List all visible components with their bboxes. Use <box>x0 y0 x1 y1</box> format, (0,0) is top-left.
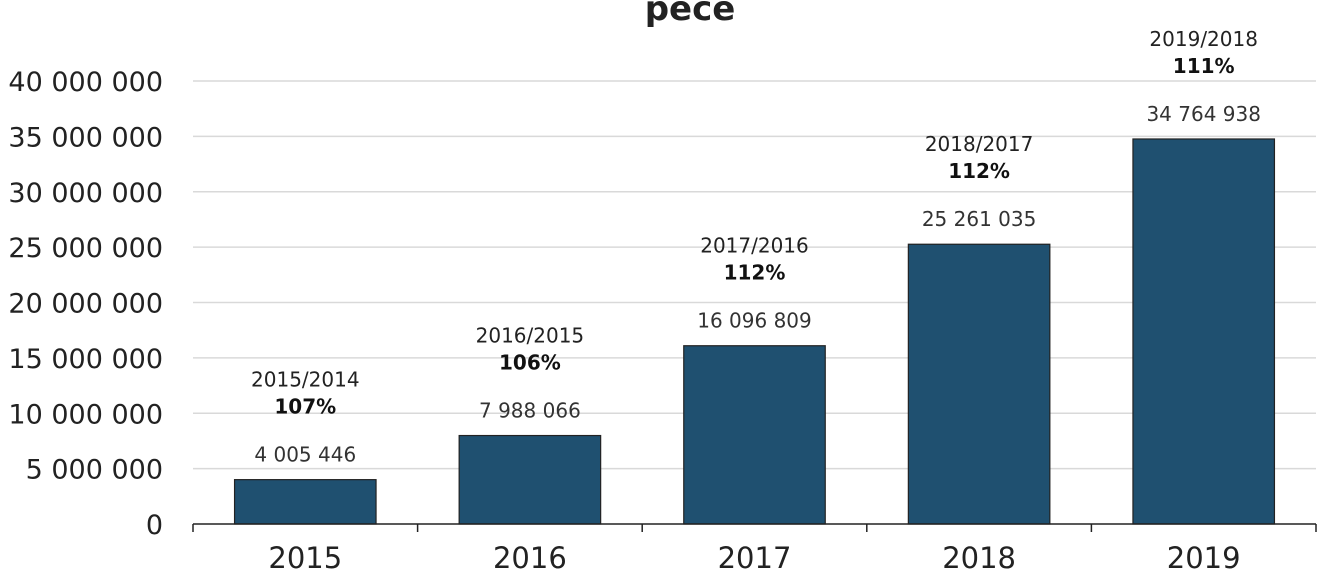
growth-period-label: 2018/2017 <box>925 132 1034 156</box>
data-labels: 4 005 446 2015/2014 107% 7 988 066 2016/2015… <box>251 27 1261 467</box>
growth-percent-label: 106% <box>499 351 561 375</box>
y-tick-label: 35 000 000 <box>8 122 163 153</box>
y-tick-label: 30 000 000 <box>8 178 163 209</box>
growth-percent-label: 111% <box>1173 54 1235 78</box>
y-tick-label: 5 000 000 <box>26 455 163 486</box>
growth-period-label: 2015/2014 <box>251 368 360 392</box>
x-tick-label: 2019 <box>1167 541 1241 575</box>
value-label: 25 261 035 <box>922 207 1037 231</box>
growth-period-label: 2017/2016 <box>700 234 809 258</box>
bars <box>233 138 1276 525</box>
y-tick-label: 40 000 000 <box>8 67 163 98</box>
bar <box>683 345 826 525</box>
value-label: 4 005 446 <box>254 443 356 467</box>
chart-title: pece <box>645 0 736 29</box>
y-tick-label: 15 000 000 <box>8 344 163 375</box>
value-label: 34 764 938 <box>1146 102 1261 126</box>
value-label: 16 096 809 <box>697 309 812 333</box>
y-tick-label: 0 <box>146 510 163 541</box>
growth-period-label: 2019/2018 <box>1149 27 1258 51</box>
axes: 0 5 000 000 10 000 000 15 000 000 20 000 000… <box>8 67 1317 575</box>
bar <box>1132 138 1276 525</box>
x-tick-label: 2017 <box>718 541 792 575</box>
y-tick-label: 20 000 000 <box>8 289 163 320</box>
growth-period-label: 2016/2015 <box>476 324 585 348</box>
growth-percent-label: 107% <box>274 395 336 419</box>
bar <box>458 434 602 525</box>
y-tick-label: 25 000 000 <box>8 233 163 264</box>
y-tick-label: 10 000 000 <box>8 399 163 430</box>
value-label: 7 988 066 <box>479 399 581 423</box>
bar <box>907 243 1051 525</box>
x-tick-label: 2015 <box>268 541 342 575</box>
bar <box>233 479 377 525</box>
x-tick-label: 2018 <box>942 541 1016 575</box>
growth-percent-label: 112% <box>724 261 786 285</box>
x-tick-label: 2016 <box>493 541 567 575</box>
growth-percent-label: 112% <box>948 159 1010 183</box>
